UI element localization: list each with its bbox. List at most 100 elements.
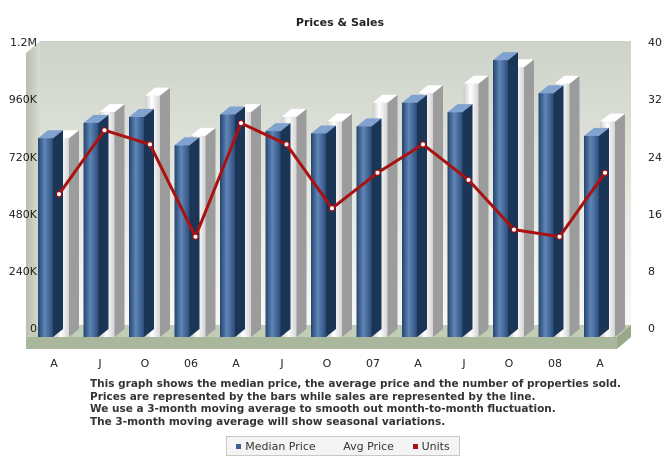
avg-price-bar-side [524,59,534,337]
avg-price-bar-side [205,127,216,337]
chart-description: This graph shows the median price, the a… [90,378,650,428]
units-line-layer [55,119,609,240]
median-price-bar-side [508,52,518,337]
avg-price-bar-side [251,104,261,338]
avg-price-bar-top [190,127,216,136]
median-price-bar [493,52,518,337]
avg-price-bar-side [160,87,170,337]
units-point [55,190,63,198]
median-price-bar-front [356,126,372,337]
units-point [283,141,290,148]
legend-item-median[interactable]: Median Price [236,440,316,453]
avg-price-bar-side [342,113,352,337]
median-price-bar-top [447,104,473,113]
median-price-bar-side [371,118,382,337]
avg-price-bar-top [99,104,125,113]
x-category-label: A [414,357,422,370]
x-category-label: A [596,357,604,370]
median-price-bar-side [144,108,154,338]
median-price-bar-front [402,102,417,337]
median-price-bar-front [129,116,144,338]
units-point [374,169,381,176]
avg-price-bar-side [387,94,398,337]
x-category-label: J [279,357,283,370]
x-category-label: O [323,357,332,370]
legend-item-avg[interactable]: Avg Price [334,440,394,453]
median-price-bar-side [417,94,427,337]
median-price-bar-top [83,114,109,123]
y-right-tick: 8 [648,265,655,278]
x-category-label: A [50,357,58,370]
median-price-bar-top [356,118,382,127]
median-price-bar-top [265,123,291,132]
avg-price-bar-top [145,87,170,96]
avg-price-bar-side [296,108,307,338]
y-left-tick: 0 [30,322,37,335]
median-price-bar-top [220,106,245,115]
median-price-bar-top [38,130,63,139]
median-price-bar [356,118,382,337]
x-category-label: J [461,357,465,370]
median-price-bar-side [599,127,609,337]
x-category-label: O [141,357,150,370]
plot-floor-edge [26,337,617,349]
median-price-bar-side [98,114,109,337]
median-price-bar-front [538,93,554,337]
avg-price-bar-top [372,94,398,103]
y-left-tick: 240K [9,265,38,278]
median-price-bar-front [265,131,281,337]
median-price-bar-front [584,135,599,337]
x-category-label: O [505,357,514,370]
legend-item-units[interactable]: Units [412,439,450,453]
avg-price-bar-top [600,113,625,122]
avg-price-bar-side [114,104,125,338]
median-price-bar-side [235,106,245,338]
units-point [465,176,472,184]
median-price-bar-side [53,130,63,337]
median-price-bar [265,123,291,337]
units-point [419,141,427,148]
avg-swatch-icon [334,443,340,449]
median-price-bar [584,127,609,337]
x-category-label: A [232,357,240,370]
median-price-bar-top [584,127,609,136]
median-price-bar [447,104,473,338]
median-price-bar-front [447,112,463,338]
y-left-tick: 720K [9,151,38,164]
units-point [146,141,154,148]
y-right-tick: 40 [648,36,662,49]
avg-price-bar-top [554,75,580,84]
median-price-bar-front [220,114,235,338]
units-point [556,233,563,240]
x-category-label: 07 [366,357,380,370]
chart-title: Prices & Sales [296,16,385,29]
median-price-bar [538,85,564,337]
median-price-bar-side [326,125,336,337]
avg-price-bar-side [569,75,580,338]
median-price-bar-top [493,52,518,61]
legend-avg-label: Avg Price [343,439,394,453]
avg-price-bar-top [463,75,489,84]
y-right-tick: 32 [648,93,662,106]
units-point [601,169,609,176]
description-line: This graph shows the median price, the a… [90,378,621,390]
median-price-bar-top [402,94,427,103]
median-price-bar-front [311,133,326,337]
legend-units-label: Units [421,439,450,453]
avg-price-bar-side [433,85,443,337]
avg-price-bar-top [418,85,443,94]
median-swatch-icon [236,443,242,449]
median-price-bar-top [129,108,154,117]
median-price-bar [311,125,336,337]
avg-price-bar-top [327,113,352,122]
x-category-label: 08 [548,357,562,370]
median-price-bar [38,130,63,337]
median-price-bar-side [553,85,564,337]
x-category-label: J [97,357,101,370]
median-price-bar-side [280,123,291,337]
units-point [510,226,518,233]
plot-left-wall [26,41,40,337]
y-right-tick: 24 [648,151,662,164]
avg-price-bar-side [69,130,79,337]
median-price-bar-top [538,85,564,94]
